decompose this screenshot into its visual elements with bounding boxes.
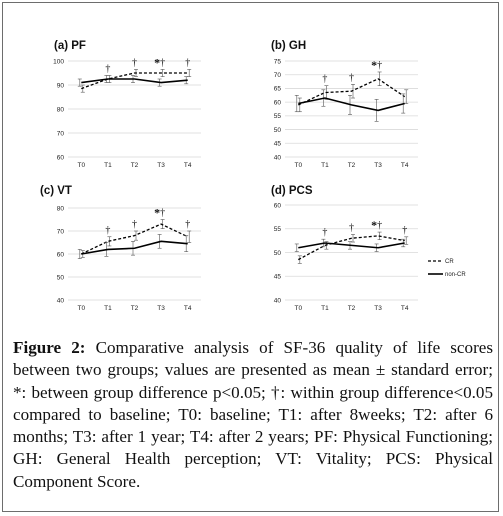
series-line-noncr: [298, 97, 405, 112]
x-tick-label: T2: [131, 162, 139, 169]
y-tick-label: 50: [57, 274, 65, 281]
y-tick-label: 50: [274, 127, 282, 134]
significance-dagger: †: [322, 74, 327, 85]
series-line-noncr: [298, 242, 405, 249]
series-line-cr: [81, 72, 188, 90]
y-tick-label: 70: [57, 130, 65, 137]
y-tick-label: 50: [274, 250, 282, 257]
y-tick-label: 65: [274, 86, 282, 93]
significance-dagger: †: [185, 219, 190, 230]
figure-frame: (a) PF 60 70 80 90 100 T0 T1 T2 T3 T4 † † * † † (b) GH 40…: [2, 2, 499, 512]
significance-dagger: †: [185, 57, 190, 68]
caption-text: Comparative analysis of SF-36 quality of…: [13, 338, 493, 491]
x-tick-label: T2: [131, 305, 139, 312]
x-tick-label: T3: [374, 162, 382, 169]
significance-star: *: [371, 218, 377, 232]
x-tick-label: T3: [157, 162, 165, 169]
panel-title: (c) VT: [40, 185, 72, 197]
y-tick-label: 70: [274, 72, 282, 79]
significance-dagger: †: [105, 225, 110, 236]
y-tick-label: 100: [53, 58, 64, 65]
x-tick-label: T2: [348, 305, 356, 312]
panel-title: (b) GH: [271, 40, 306, 52]
x-tick-label: T3: [374, 305, 382, 312]
series-line-cr: [297, 235, 405, 261]
y-tick-label: 45: [274, 274, 282, 281]
significance-star: *: [154, 55, 160, 69]
x-tick-label: T0: [295, 305, 303, 312]
y-tick-label: 75: [274, 58, 282, 65]
y-tick-label: 40: [57, 297, 65, 304]
y-tick-label: 55: [274, 226, 282, 233]
chart-legend: CR non-CR: [428, 259, 466, 278]
x-tick-label: T1: [104, 305, 112, 312]
y-tick-label: 40: [274, 154, 282, 161]
significance-dagger: †: [132, 219, 137, 230]
significance-dagger: †: [322, 227, 327, 238]
x-tick-label: T1: [321, 305, 329, 312]
y-tick-label: 80: [57, 205, 65, 212]
panel-title: (a) PF: [54, 40, 86, 52]
y-tick-label: 80: [57, 106, 65, 113]
x-tick-label: T0: [78, 305, 86, 312]
significance-dagger: †: [349, 222, 354, 233]
y-tick-label: 60: [57, 251, 65, 258]
series-line-noncr: [81, 78, 188, 84]
y-tick-label: 55: [274, 113, 282, 120]
x-tick-label: T4: [184, 305, 192, 312]
panel-title: (d) PCS: [271, 185, 313, 197]
y-tick-label: 60: [274, 99, 282, 106]
legend-label: non-CR: [445, 272, 466, 278]
x-tick-label: T0: [78, 162, 86, 169]
caption-label: Figure 2:: [13, 338, 86, 357]
significance-dagger: †: [377, 60, 382, 71]
significance-dagger: †: [105, 63, 110, 74]
x-tick-label: T4: [401, 162, 409, 169]
y-tick-label: 70: [57, 228, 65, 235]
x-tick-label: T4: [401, 305, 409, 312]
x-tick-label: T1: [321, 162, 329, 169]
significance-star: *: [371, 58, 377, 72]
x-tick-label: T0: [295, 162, 303, 169]
significance-dagger: †: [160, 208, 165, 219]
significance-dagger: †: [402, 225, 407, 236]
y-tick-label: 90: [57, 82, 65, 89]
significance-dagger: †: [377, 220, 382, 231]
significance-dagger: †: [349, 72, 354, 83]
y-tick-label: 60: [274, 202, 282, 209]
y-tick-label: 60: [57, 154, 65, 161]
y-tick-label: 40: [274, 297, 282, 304]
significance-star: *: [154, 206, 160, 220]
x-tick-label: T2: [348, 162, 356, 169]
series-line-noncr: [81, 240, 188, 255]
legend-label: CR: [445, 259, 454, 265]
x-tick-label: T1: [104, 162, 112, 169]
figure-caption: Figure 2: Comparative analysis of SF-36 …: [13, 337, 493, 493]
y-tick-label: 45: [274, 141, 282, 148]
series-line-cr: [81, 223, 188, 255]
significance-dagger: †: [160, 57, 165, 68]
x-tick-label: T4: [184, 162, 192, 169]
series-line-cr: [298, 78, 406, 106]
x-tick-label: T3: [157, 305, 165, 312]
significance-dagger: †: [132, 57, 137, 68]
